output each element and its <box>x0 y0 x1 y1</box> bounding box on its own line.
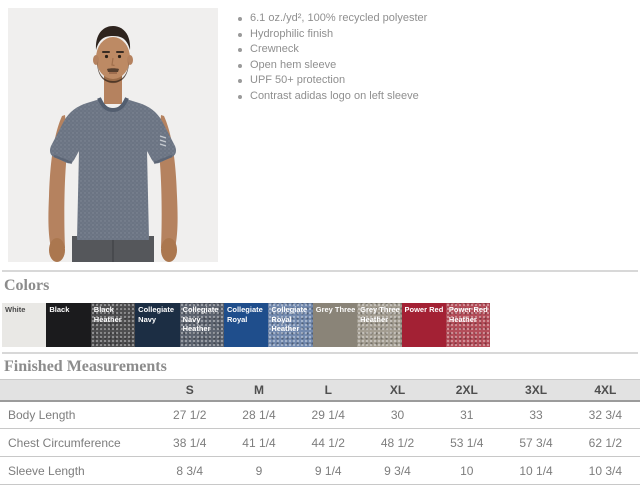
product-photo <box>8 8 218 262</box>
size-column-header: S <box>155 379 225 402</box>
measurement-value: 48 1/2 <box>362 428 433 457</box>
color-swatch-collegiate-navy-heather[interactable]: Collegiate Navy Heather <box>179 303 224 347</box>
measurement-value: 9 3/4 <box>362 456 433 485</box>
size-column-header: 4XL <box>570 379 640 402</box>
measurement-value: 38 1/4 <box>155 428 225 457</box>
size-column-header: M <box>224 379 294 402</box>
measurement-value: 31 <box>432 400 502 429</box>
feature-item: Hydrophilic finish <box>238 27 630 43</box>
feature-item: 6.1 oz./yd², 100% recycled polyester <box>238 11 630 27</box>
section-divider <box>2 352 638 354</box>
color-swatch-label: Collegiate Navy <box>138 305 175 324</box>
table-row-sleeve-length: Sleeve Length 8 3/4 9 9 1/4 9 3/4 10 10 … <box>0 456 640 485</box>
color-swatch-label: Power Red Heather <box>448 305 488 324</box>
table-row-body-length: Body Length 27 1/2 28 1/4 29 1/4 30 31 3… <box>0 400 640 429</box>
color-swatch-label: Grey Three <box>315 305 356 314</box>
measurement-row-label: Body Length <box>0 400 156 429</box>
feature-item: Open hem sleeve <box>238 58 630 74</box>
size-column-header: 2XL <box>432 379 502 402</box>
measurement-value: 29 1/4 <box>293 400 363 429</box>
measurement-value: 8 3/4 <box>155 456 225 485</box>
colors-heading: Colors <box>4 277 50 294</box>
measurements-header-row: S M L XL 2XL 3XL 4XL <box>0 379 640 402</box>
measurement-value: 9 <box>224 456 294 485</box>
measurement-value: 9 1/4 <box>293 456 363 485</box>
section-divider <box>2 270 638 272</box>
measurement-value: 28 1/4 <box>224 400 294 429</box>
color-swatch-power-red-heather[interactable]: Power Red Heather <box>445 303 491 347</box>
color-swatch-label: Black Heather <box>93 305 122 324</box>
measurement-value: 32 3/4 <box>570 400 640 429</box>
measurements-table: S M L XL 2XL 3XL 4XL Body Length 27 1/2 … <box>0 379 640 485</box>
finished-measurements-heading: Finished Measurements <box>4 358 167 375</box>
color-swatch-black-heather[interactable]: Black Heather <box>90 303 136 347</box>
color-swatch-grey-three[interactable]: Grey Three <box>312 303 358 347</box>
measurement-value: 30 <box>362 400 433 429</box>
measurement-value: 53 1/4 <box>432 428 502 457</box>
color-swatch-white[interactable]: White <box>2 303 47 347</box>
color-swatch-label: White <box>5 305 26 314</box>
measurement-name-header <box>0 379 156 402</box>
size-column-header: 3XL <box>501 379 571 402</box>
color-swatch-collegiate-navy[interactable]: Collegiate Navy <box>135 303 180 347</box>
color-swatch-collegiate-royal[interactable]: Collegiate Royal <box>223 303 269 347</box>
color-swatch-label: Grey Three Heather <box>360 305 400 324</box>
feature-item: UPF 50+ protection <box>238 73 630 89</box>
color-swatch-label: Power Red <box>404 305 444 314</box>
color-swatch-label: Collegiate Royal Heather <box>271 305 308 333</box>
measurement-row-label: Chest Circumference <box>0 428 156 457</box>
product-features-list: 6.1 oz./yd², 100% recycled polyester Hyd… <box>238 11 630 105</box>
color-swatch-strip: White Black Black Heather Collegiate Nav… <box>2 303 491 347</box>
measurement-row-label: Sleeve Length <box>0 456 156 485</box>
model-illustration <box>8 8 218 262</box>
measurement-value: 27 1/2 <box>155 400 225 429</box>
color-swatch-grey-three-heather[interactable]: Grey Three Heather <box>357 303 402 347</box>
size-column-header: XL <box>362 379 433 402</box>
feature-item: Crewneck <box>238 42 630 58</box>
color-swatch-label: Collegiate Navy Heather <box>182 305 219 333</box>
measurement-value: 10 <box>432 456 502 485</box>
measurement-value: 62 1/2 <box>570 428 640 457</box>
measurement-value: 57 3/4 <box>501 428 571 457</box>
color-swatch-collegiate-royal-heather[interactable]: Collegiate Royal Heather <box>268 303 313 347</box>
table-row-chest-circumference: Chest Circumference 38 1/4 41 1/4 44 1/2… <box>0 428 640 457</box>
measurement-value: 44 1/2 <box>293 428 363 457</box>
color-swatch-label: Black <box>49 305 70 314</box>
measurement-value: 41 1/4 <box>224 428 294 457</box>
color-swatch-power-red[interactable]: Power Red <box>401 303 446 347</box>
measurement-value: 10 3/4 <box>570 456 640 485</box>
size-column-header: L <box>293 379 363 402</box>
color-swatch-black[interactable]: Black <box>46 303 91 347</box>
measurement-value: 10 1/4 <box>501 456 571 485</box>
measurement-value: 33 <box>501 400 571 429</box>
color-swatch-label: Collegiate Royal <box>226 305 263 324</box>
feature-item: Contrast adidas logo on left sleeve <box>238 89 630 105</box>
